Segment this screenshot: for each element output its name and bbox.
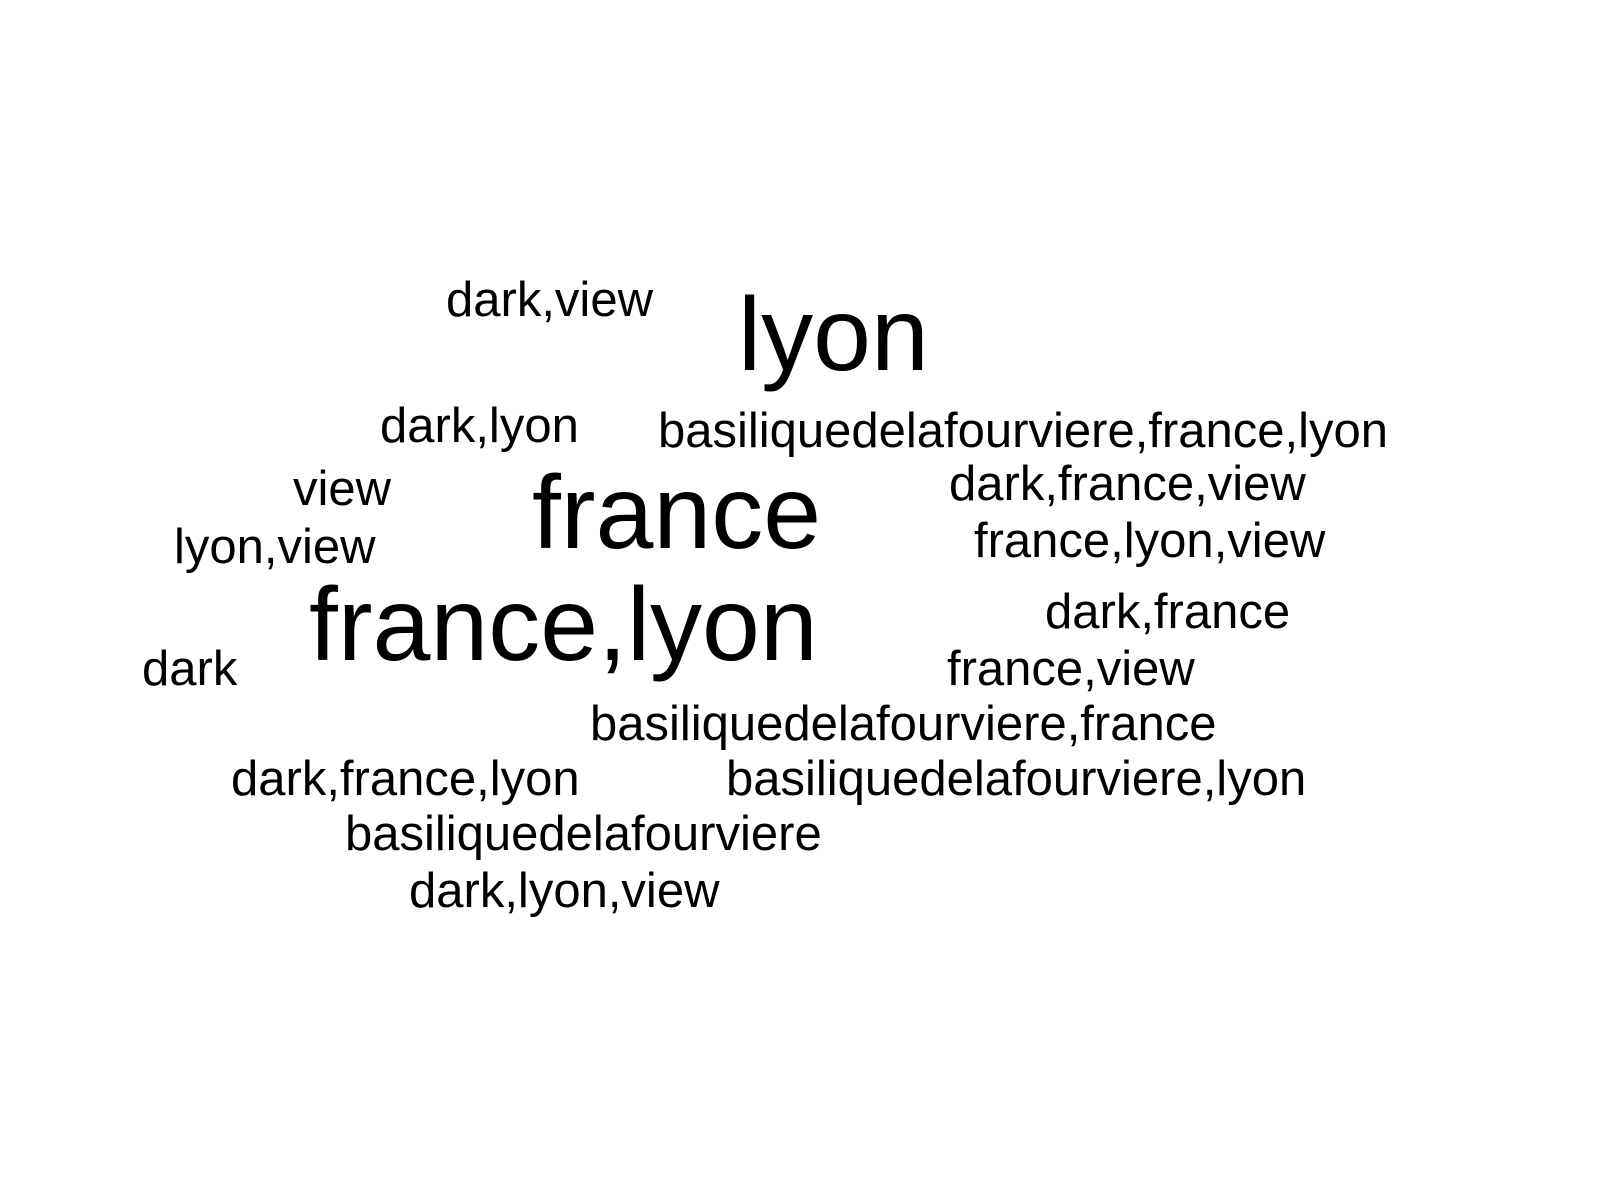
word-basilique-france: basiliquedelafourviere,france [590,697,1217,751]
word-dark-france-lyon: dark,france,lyon [231,752,580,806]
word-dark: dark [142,642,238,696]
word-france-view: france,view [947,642,1195,696]
word-france-lyon: france,lyon [309,567,818,683]
word-dark-view: dark,view [446,273,653,327]
word-basilique-france-lyon: basiliquedelafourviere,france,lyon [658,404,1388,458]
word-lyon: lyon [738,277,929,393]
word-dark-lyon: dark,lyon [380,399,579,453]
word-france: france [532,455,822,571]
word-dark-france-view: dark,france,view [949,457,1306,511]
word-lyon-view: lyon,view [174,520,376,574]
word-france-lyon-view: france,lyon,view [974,514,1326,568]
word-dark-france: dark,france [1045,585,1291,639]
word-basilique-lyon: basiliquedelafourviere,lyon [726,752,1307,806]
word-basilique: basiliquedelafourviere [345,807,822,861]
word-dark-lyon-view: dark,lyon,view [409,864,720,918]
word-view: view [293,462,392,516]
